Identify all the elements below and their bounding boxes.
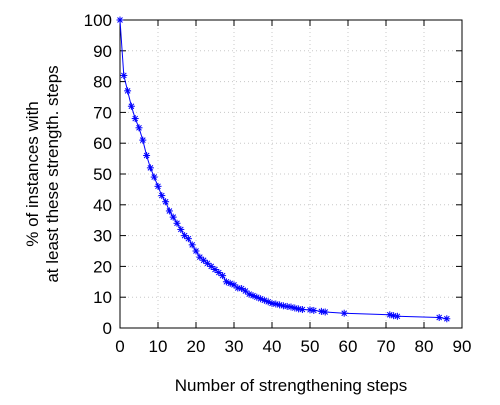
data-point (158, 192, 166, 200)
x-axis-title: Number of strengthening steps (175, 376, 407, 395)
data-point (169, 213, 177, 221)
data-point (238, 285, 246, 293)
data-point (116, 16, 124, 24)
series-layer (116, 16, 451, 323)
y-tick-label: 30 (93, 227, 112, 246)
data-point (173, 219, 181, 227)
data-point (150, 173, 158, 181)
data-point (203, 259, 211, 267)
y-axis-title: % of instances with at least these stren… (23, 65, 62, 282)
data-point (188, 241, 196, 249)
y-tick-label: 50 (93, 165, 112, 184)
data-point (131, 115, 139, 123)
x-tick-label: 90 (453, 337, 472, 356)
data-point (211, 265, 219, 273)
data-point (215, 269, 223, 277)
data-point (435, 314, 443, 322)
x-tick-label: 70 (377, 337, 396, 356)
y-tick-label: 100 (84, 11, 112, 30)
y-axis-title-line-2: at least these strength. steps (43, 65, 62, 282)
data-point (124, 87, 132, 95)
x-tick-label: 40 (263, 337, 282, 356)
y-tick-label: 80 (93, 73, 112, 92)
data-point (298, 306, 306, 314)
data-point (162, 198, 170, 206)
y-axis-title-line-1: % of instances with (23, 101, 42, 247)
y-tick-label: 90 (93, 42, 112, 61)
data-point (154, 182, 162, 190)
data-point (127, 102, 135, 110)
x-tick-label: 0 (115, 337, 124, 356)
x-tick-label: 10 (149, 337, 168, 356)
data-point (192, 247, 200, 255)
data-point (120, 71, 128, 79)
data-point (241, 287, 249, 295)
x-tick-label: 20 (187, 337, 206, 356)
data-point (139, 136, 147, 144)
y-tick-label: 0 (103, 319, 112, 338)
y-tick-label: 60 (93, 134, 112, 153)
data-point (143, 152, 151, 160)
data-point (177, 225, 185, 233)
grid-lines (120, 20, 462, 328)
x-tick-label: 80 (415, 337, 434, 356)
data-point (283, 302, 291, 310)
data-point (219, 272, 227, 280)
x-tick-label: 30 (225, 337, 244, 356)
data-point (340, 309, 348, 317)
data-point (146, 164, 154, 172)
data-point (181, 232, 189, 240)
y-tick-label: 70 (93, 103, 112, 122)
data-point (207, 262, 215, 270)
data-point (257, 295, 265, 303)
y-tick-label: 40 (93, 196, 112, 215)
data-point (443, 315, 451, 323)
data-point (200, 256, 208, 264)
data-point (393, 312, 401, 320)
x-tick-label: 50 (301, 337, 320, 356)
x-tick-label: 60 (339, 337, 358, 356)
data-point (165, 207, 173, 215)
data-point (196, 253, 204, 261)
data-point (135, 124, 143, 132)
axis-ticks: 0 10 20 30 40 50 60 70 80 90 0 10 20 30 40 50 60 70 80 90 10… (84, 11, 472, 356)
data-point (184, 235, 192, 243)
y-tick-label: 10 (93, 288, 112, 307)
data-point (234, 284, 242, 292)
y-tick-label: 20 (93, 257, 112, 276)
series-line (119, 19, 447, 320)
plot-frame (119, 19, 463, 329)
data-point (321, 308, 329, 316)
data-point (230, 281, 238, 289)
data-point (310, 306, 318, 314)
